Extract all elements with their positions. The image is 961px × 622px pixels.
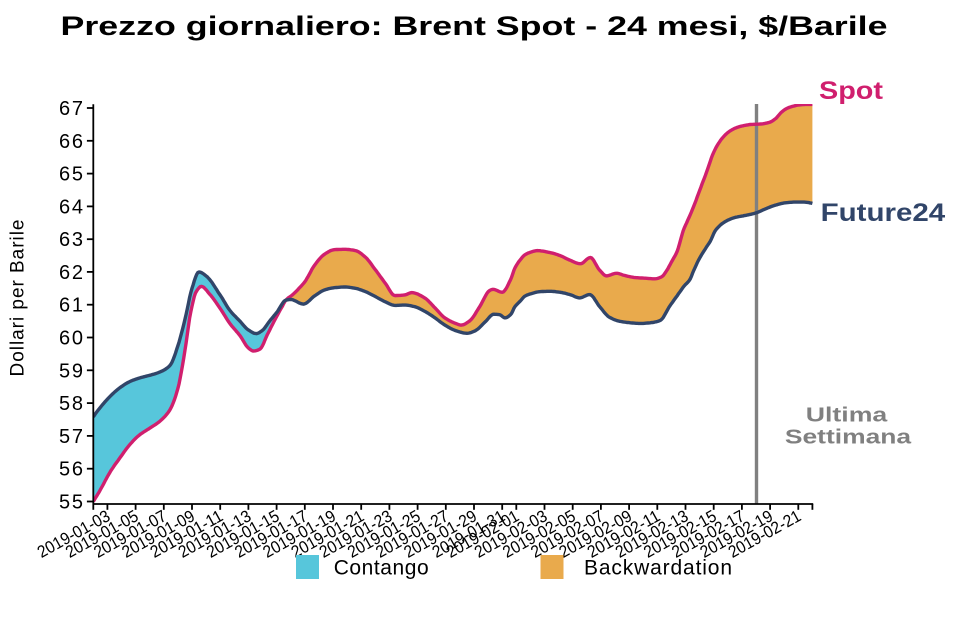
svg-text:55: 55 <box>59 492 83 514</box>
svg-text:66: 66 <box>59 131 83 153</box>
svg-text:Backwardation: Backwardation <box>584 557 732 580</box>
svg-text:Contango: Contango <box>334 557 429 580</box>
svg-text:57: 57 <box>59 426 83 448</box>
svg-text:60: 60 <box>59 328 83 350</box>
svg-text:Prezzo giornaliero: Brent Spot: Prezzo giornaliero: Brent Spot - 24 mesi… <box>61 11 888 41</box>
svg-text:56: 56 <box>59 459 83 481</box>
svg-text:63: 63 <box>59 229 83 251</box>
svg-text:62: 62 <box>59 262 83 284</box>
svg-text:59: 59 <box>59 360 83 382</box>
svg-text:65: 65 <box>59 164 83 186</box>
svg-text:Spot: Spot <box>819 77 884 105</box>
svg-text:Future24: Future24 <box>821 199 946 227</box>
svg-text:64: 64 <box>59 196 83 218</box>
svg-text:Ultima: Ultima <box>806 405 889 427</box>
svg-text:Dollari per Barile: Dollari per Barile <box>8 220 29 377</box>
svg-text:67: 67 <box>59 98 83 120</box>
svg-text:61: 61 <box>59 295 83 317</box>
svg-text:58: 58 <box>59 393 83 415</box>
svg-text:Settimana: Settimana <box>785 427 912 449</box>
